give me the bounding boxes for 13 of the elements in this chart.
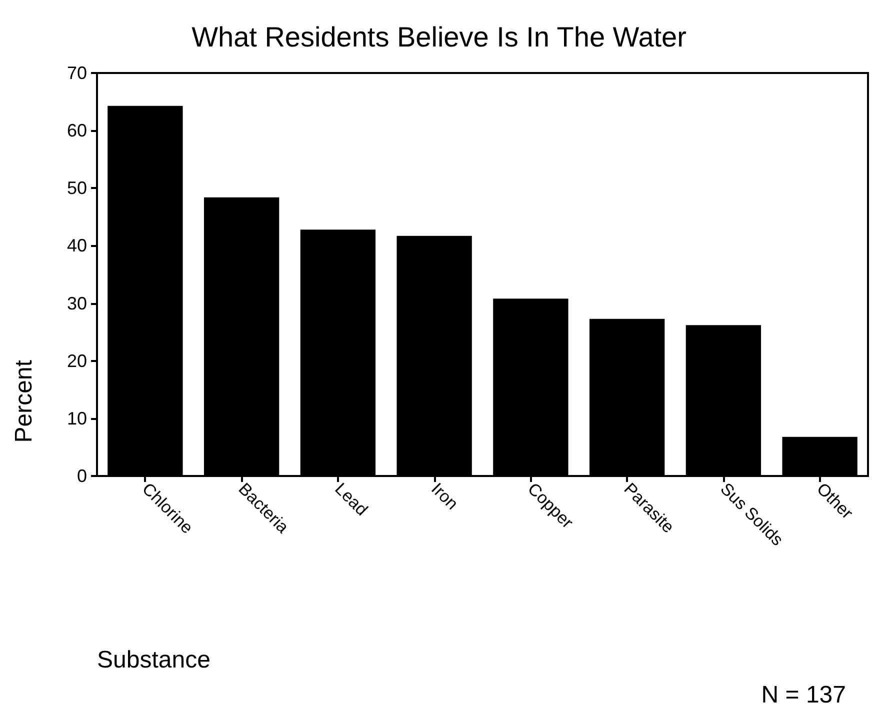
y-tick-label: 60 bbox=[66, 120, 87, 141]
y-tick-label: 70 bbox=[66, 63, 87, 83]
y-tick-label: 30 bbox=[66, 293, 87, 314]
y-axis-title: Percent bbox=[10, 360, 38, 443]
y-tick-label: 0 bbox=[76, 466, 87, 486]
chart-title: What Residents Believe Is In The Water bbox=[192, 22, 686, 52]
x-axis-title: Substance bbox=[97, 646, 210, 674]
y-tick-label: 20 bbox=[66, 350, 87, 371]
x-tick-label: Iron bbox=[428, 479, 462, 514]
y-tick-label: 10 bbox=[66, 408, 87, 428]
y-tick-label: 40 bbox=[66, 236, 87, 256]
y-tick-label: 50 bbox=[66, 178, 87, 198]
text: N = 137 bbox=[761, 682, 846, 708]
